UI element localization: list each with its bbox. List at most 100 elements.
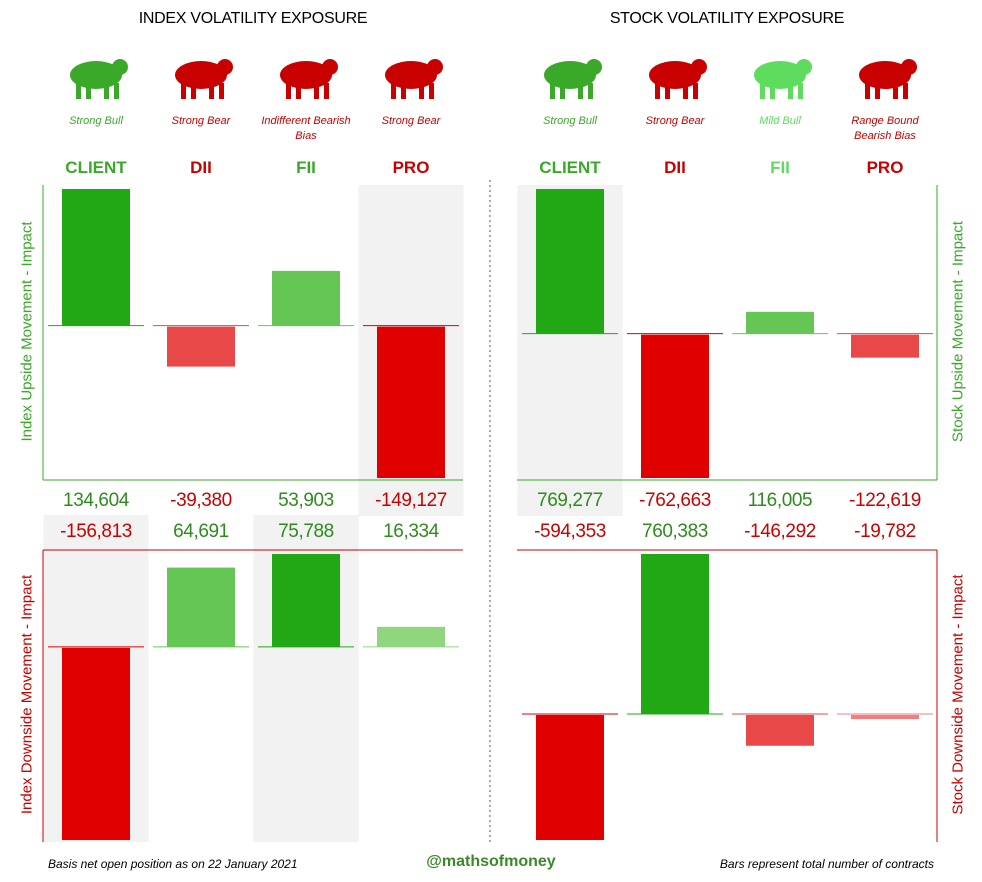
footer-handle: @mathsofmoney [426,853,556,870]
bias-label: Mild Bull [759,115,801,127]
value-label: -762,663 [639,490,711,511]
icon [865,83,870,99]
icon [760,83,765,99]
y-axis-label: Stock Downside Movement - Impact [949,574,967,815]
icon [693,83,698,99]
icon [788,83,793,99]
bar [62,189,130,326]
icon [86,83,91,99]
bias-label: Range Bound Bearish Bias [851,115,919,142]
bar [746,714,814,746]
icon [76,83,81,99]
icon [901,59,917,75]
icon [655,83,660,99]
value-label: -149,127 [375,490,447,511]
icon [70,61,122,89]
icon [429,83,434,99]
bar [536,189,604,334]
panel-title: STOCK VOLATILITY EXPOSURE [609,10,845,27]
bar [167,567,235,647]
icon [419,83,424,99]
bar [851,714,919,720]
icon [280,61,332,89]
icon [683,83,688,99]
icon [560,83,565,99]
participant-label: DII [664,158,686,177]
bar [851,334,919,358]
y-axis-label: Index Upside Movement - Impact [18,220,36,442]
bar [536,714,604,840]
value-label: -19,782 [854,521,916,542]
icon [217,59,233,75]
bar [641,334,709,478]
icon [691,59,707,75]
icon [586,59,602,75]
value-label: -39,380 [170,490,232,511]
footer-note: Bars represent total number of contracts [719,857,934,871]
icon [754,61,806,89]
icon [796,59,812,75]
value-label: 64,691 [173,521,229,542]
icon [112,59,128,75]
value-label: 116,005 [747,490,813,511]
participant-label: CLIENT [539,158,601,177]
icon [578,83,583,99]
bias-label: Strong Bull [543,115,597,127]
bias-label: Strong Bear [645,115,705,127]
y-axis-label: Stock Upside Movement - Impact [949,220,967,442]
participant-label: PRO [392,158,430,177]
value-label: -156,813 [60,521,132,542]
value-label: 16,334 [383,521,439,542]
value-label: -146,292 [744,521,816,542]
icon [903,83,908,99]
value-label: 75,788 [278,521,334,542]
value-label: -594,353 [534,521,606,542]
participant-label: FII [770,158,790,177]
icon [859,61,911,89]
icon [104,83,109,99]
icon [296,83,301,99]
bar [62,647,130,840]
footer-note: Basis net open position as on 22 January… [48,857,298,871]
icon [875,83,880,99]
bar [641,554,709,714]
icon [401,83,406,99]
icon [175,61,227,89]
icon [181,83,186,99]
icon [391,83,396,99]
icon [114,83,119,99]
icon [649,61,701,89]
icon [588,83,593,99]
icon [427,59,443,75]
bar [377,626,445,647]
icon [550,83,555,99]
icon [665,83,670,99]
bar [272,270,340,326]
bar [167,326,235,367]
icon [324,83,329,99]
participant-label: DII [190,158,212,177]
participant-label: FII [296,158,316,177]
icon [322,59,338,75]
icon [314,83,319,99]
bar [746,311,814,334]
value-label: 769,277 [537,490,603,511]
bar [272,554,340,647]
y-axis-label: Index Downside Movement - Impact [18,574,36,815]
bias-label: Strong Bear [171,115,231,127]
icon [191,83,196,99]
value-label: 134,604 [63,490,129,511]
bias-label: Indifferent Bearish Bias [261,115,351,142]
icon [286,83,291,99]
value-label: -122,619 [849,490,921,511]
participant-label: CLIENT [65,158,127,177]
icon [209,83,214,99]
value-label: 53,903 [278,490,334,511]
value-label: 760,383 [642,521,708,542]
bar [377,326,445,478]
icon [798,83,803,99]
panel-title: INDEX VOLATILITY EXPOSURE [138,10,368,27]
bias-label: Strong Bear [381,115,441,127]
